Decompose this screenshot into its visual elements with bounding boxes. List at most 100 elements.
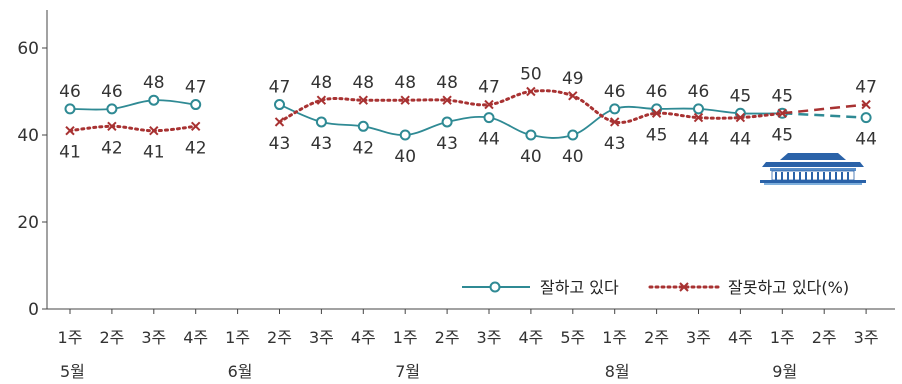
series-0-data-label: 40 [394,147,416,167]
x-tick-week: 2주 [435,328,460,347]
series-1-data-label: 50 [520,65,542,85]
series-1-data-label: 43 [604,134,626,154]
series-0-data-label: 43 [436,134,458,154]
blue-house-icon [760,153,866,185]
data-labels: 46 46 48 47 47 43 42 40 43 44 40 40 46 46 46 45 45 44 41 42… [59,65,877,168]
legend-label-approve: 잘하고 있다 [540,278,619,297]
series-0-data-label: 44 [478,130,500,150]
series-0-line-segment-0 [69,99,196,111]
x-tick-week: 1주 [602,328,627,347]
series-0-data-label: 46 [101,82,123,102]
x-tick-week: 3주 [141,328,166,347]
series-1-data-label: 45 [771,86,793,106]
series-0-point [609,103,621,115]
series-1-data-label: 42 [101,138,123,158]
series-0-data-label: 46 [688,82,710,102]
x-tick-week: 1주 [58,328,83,347]
series-0-point [64,103,76,115]
series-0-data-label: 44 [855,130,877,150]
series-0-point [357,120,369,132]
x-tick-week: 1주 [770,328,795,347]
legend-marker-disapprove [679,282,689,292]
series-1-point [65,125,75,136]
series-0-point [567,129,579,141]
series-1-line-segment-0 [68,124,198,133]
series-0-data-label: 47 [185,78,207,98]
x-tick-month: 7월 [395,362,420,381]
x-tick-week: 4주 [728,328,753,347]
series-1-point [190,121,201,132]
x-tick-month: 5월 [60,362,85,381]
series-1-point [358,95,369,105]
x-tick-month: 9월 [772,362,797,381]
series-1-point [735,112,746,123]
x-tick-week: 5주 [560,328,585,347]
series-1-data-label: 44 [730,130,752,150]
series-0-point [315,116,327,128]
series-0-data-label: 47 [269,78,291,98]
series-1-data-label: 48 [352,73,374,93]
x-tick-week: 2주 [644,328,669,347]
series-1-point [568,91,578,101]
series-1-point [651,108,662,118]
series-0-point [441,116,453,128]
series-1-data-label: 47 [478,78,500,98]
series-1-data-label: 41 [143,143,165,163]
series-1-projection [782,103,867,115]
series-1-point [861,99,871,110]
y-tick-label: 40 [17,126,39,146]
series-1-data-label: 48 [436,73,458,93]
series-0-data-label: 45 [771,125,793,145]
x-tick-week: 4주 [183,328,208,347]
series-1-point [400,95,410,105]
series-0-point [483,112,495,124]
x-tick-week: 4주 [518,328,543,347]
series-0-point [860,112,872,124]
x-tick-week: 3주 [854,328,879,347]
y-tick-label: 20 [17,213,39,233]
x-tick-week: 2주 [267,328,292,347]
series-0-data-label: 42 [352,138,374,158]
x-tick-week: 1주 [393,328,418,347]
series-0-projection [782,112,867,119]
series-1-point [609,117,620,127]
x-tick-week: 2주 [99,328,124,347]
series-layer [64,86,872,141]
y-tick-labels: 0 20 40 60 [17,39,47,320]
series-0-data-label: 40 [520,147,542,167]
series-1-data-label: 48 [394,73,416,93]
y-tick-label: 0 [28,300,39,320]
x-tick-week: 3주 [309,328,334,347]
series-1-data-label: 43 [269,134,291,154]
series-1-point [777,108,788,118]
series-0-data-label: 46 [646,82,668,102]
legend: 잘하고 있다 잘못하고 있다(%) [462,278,849,297]
x-tick-week: 2주 [812,328,837,347]
series-1-data-label: 47 [855,78,877,98]
series-0-point [525,129,537,141]
series-1-data-label: 49 [562,69,584,89]
series-0-point [274,99,285,111]
series-0-data-label: 46 [604,82,626,102]
series-0-point [693,103,704,115]
series-0-point [190,99,202,111]
series-1-data-label: 41 [59,143,81,163]
series-1-point [484,99,494,110]
series-0-data-label: 48 [143,73,165,93]
series-1-data-label: 44 [688,130,710,150]
series-1-data-label: 45 [646,125,668,145]
x-tick-week: 1주 [225,328,250,347]
series-1-data-label: 48 [311,73,333,93]
series-1-point [693,112,704,123]
y-tick-label: 60 [17,39,39,59]
x-tick-month: 8월 [605,362,630,381]
x-tick-month: 6월 [228,362,253,381]
x-tick-labels: 1주 5월 2주 3주 4주 1주 6월 2주 3주 4주 1주 7월 2주 3주 4주 5주 1주 8월 2주 3주… [58,309,879,381]
series-0-data-label: 45 [730,86,752,106]
series-1-point [149,125,159,136]
series-1-point [526,86,536,97]
series-0-point [399,129,411,141]
series-0-data-label: 43 [311,134,333,154]
series-0-point [148,94,160,106]
